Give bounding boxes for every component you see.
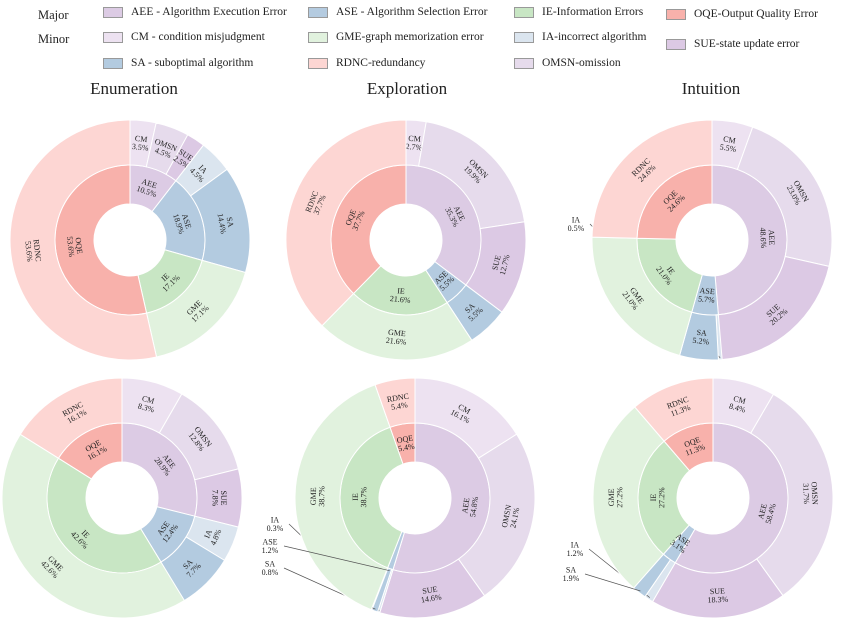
outer-slice-gme <box>1 433 186 618</box>
legend-swatch-oqe <box>666 8 686 20</box>
legend-swatch-cm <box>103 31 123 43</box>
callout-line-sa <box>584 573 641 592</box>
outer-sue-label: SUE7.8% <box>211 490 228 507</box>
callout-ia-label: IA 1.2% <box>567 540 584 557</box>
legend-text-omsn: OMSN-omission <box>542 57 621 69</box>
legend-item-omsn: OMSN-omission <box>514 57 621 69</box>
legend-text-sa: SA - suboptimal algorithm <box>131 57 254 69</box>
legend-swatch-ase <box>308 6 328 18</box>
outer-slice-omsn <box>750 393 834 597</box>
outer-gme-label: GME38.7% <box>309 486 327 507</box>
inner-ie-label: IE21.6% <box>389 286 412 305</box>
outer-slice-rdnc <box>285 119 407 327</box>
inner-oqe-label: OQE53.6% <box>65 235 85 258</box>
outer-slice-rdnc <box>591 119 713 239</box>
legend-swatch-ia <box>514 31 534 43</box>
legend-item-gme: GME-graph memorization error <box>308 31 484 43</box>
legend-text-ia: IA-incorrect algorithm <box>542 31 647 43</box>
title-enumeration: Enumeration <box>90 79 178 98</box>
callout-ia-label: IA 0.5% <box>568 215 585 232</box>
legend-text-gme: GME-graph memorization error <box>336 31 484 43</box>
callout-line-ase <box>283 545 390 572</box>
outer-sue-label: SUE14.6% <box>419 584 443 605</box>
legend-swatch-gme <box>308 31 328 43</box>
legend-item-oqe: OQE-Output Quality Error <box>666 8 818 20</box>
legend-item-sue: SUE-state update error <box>666 38 799 50</box>
legend-text-ase: ASE - Algorithm Selection Error <box>336 6 488 18</box>
outer-slice-rdnc <box>19 377 123 459</box>
callout-sa-label: SA 1.9% <box>563 565 580 582</box>
inner-ie-label: IE27.2% <box>649 487 667 508</box>
outer-cm-label: CM2.7% <box>405 133 423 152</box>
inner-aee-label: AEE48.6% <box>758 227 776 249</box>
outer-cm-label: CM8.3% <box>137 393 158 414</box>
inner-ase-label: ASE5.7% <box>698 286 717 305</box>
outer-slice-rdnc <box>634 377 714 442</box>
outer-cm-label: CM8.4% <box>728 393 749 414</box>
legend-minor-label: Minor <box>38 32 70 46</box>
legend-item-ie: IE-Information Errors <box>514 6 643 18</box>
legend-item-ia: IA-incorrect algorithm <box>514 31 646 43</box>
callout-ia-label: IA 0.3% <box>267 515 284 532</box>
legend-swatch-rdnc <box>308 57 328 69</box>
inner-oqe-label: OQE5.4% <box>396 433 416 453</box>
callout-sa-label: SA 0.8% <box>262 559 279 576</box>
outer-slice-gme <box>592 406 665 589</box>
legend-text-aee: AEE - Algorithm Execution Error <box>131 6 287 18</box>
inner-aee-label: AEE54.8% <box>460 494 480 517</box>
legend-swatch-ie <box>514 6 534 18</box>
legend-item-rdnc: RDNC-redundancy <box>308 57 425 69</box>
outer-gme-label: GME21.6% <box>385 327 408 346</box>
legend: Major Minor AEE - Algorithm Execution Er… <box>0 0 847 76</box>
outer-sa-label: SA14.4% <box>216 211 237 235</box>
inner-ie-label: IE38.7% <box>351 486 369 507</box>
legend-swatch-sa <box>103 57 123 69</box>
title-intuition: Intuition <box>681 79 741 98</box>
legend-major-label: Major <box>38 8 69 22</box>
outer-rdnc-label: RDNC5.4% <box>386 391 411 412</box>
outer-cm-label: CM3.5% <box>131 133 150 152</box>
outer-gme-label: GME27.2% <box>607 487 625 508</box>
outer-omsn-label: OMSN31.7% <box>801 481 819 505</box>
legend-item-ase: ASE - Algorithm Selection Error <box>308 6 487 18</box>
outer-sue-label: SUE18.3% <box>707 586 729 604</box>
legend-swatch-aee <box>103 6 123 18</box>
outer-slice-rdnc <box>374 377 416 428</box>
legend-text-ie: IE-Information Errors <box>542 6 644 18</box>
outer-cm-label: CM5.5% <box>719 134 739 154</box>
outer-sa-label: SA5.2% <box>692 327 711 346</box>
title-exploration: Exploration <box>366 79 448 98</box>
outer-rdnc-label: RDNC53.6% <box>23 239 43 263</box>
legend-swatch-sue <box>666 38 686 50</box>
legend-item-aee: AEE - Algorithm Execution Error <box>103 6 287 18</box>
legend-swatch-omsn <box>514 57 534 69</box>
legend-text-rdnc: RDNC-redundancy <box>336 57 426 69</box>
outer-slice-rdnc <box>9 119 158 361</box>
callout-ase-label: ASE 1.2% <box>262 537 279 554</box>
legend-text-sue: SUE-state update error <box>694 38 800 50</box>
legend-item-sa: SA - suboptimal algorithm <box>103 57 253 69</box>
legend-text-cm: CM - condition misjudgment <box>131 31 265 43</box>
legend-text-oqe: OQE-Output Quality Error <box>694 8 818 20</box>
outer-omsn-label: OMSN24.1% <box>500 504 522 530</box>
legend-item-cm: CM - condition misjudgment <box>103 31 265 43</box>
